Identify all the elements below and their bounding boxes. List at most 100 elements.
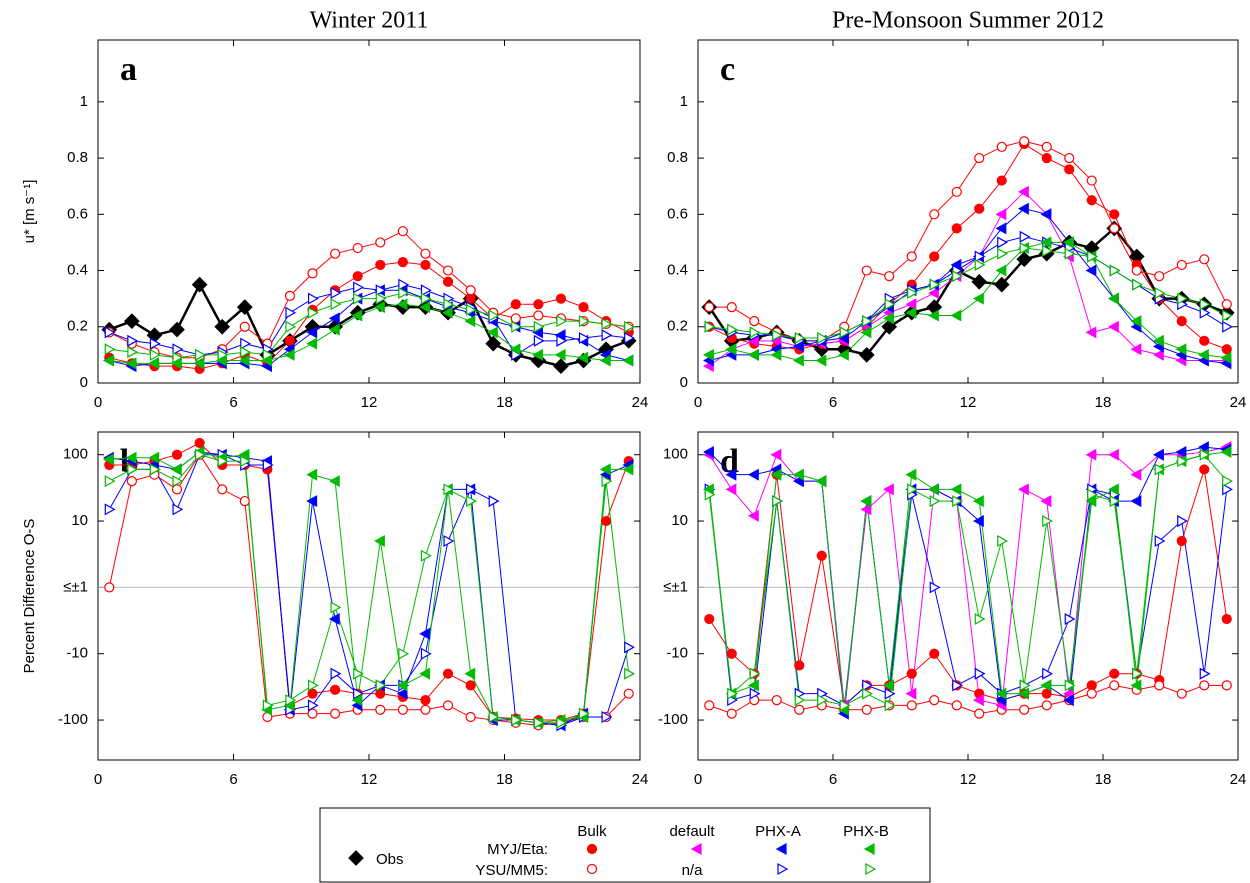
x-tick-label: 18 xyxy=(496,394,513,411)
data-point xyxy=(749,326,761,339)
data-point xyxy=(1109,680,1120,691)
data-point xyxy=(125,451,137,464)
data-point xyxy=(1016,251,1033,268)
series-line xyxy=(108,454,630,726)
data-point xyxy=(772,329,783,342)
data-point xyxy=(794,331,806,345)
data-point xyxy=(511,320,523,333)
data-point xyxy=(622,463,634,476)
data-point xyxy=(353,687,364,700)
data-point xyxy=(974,667,986,680)
data-point xyxy=(1175,445,1187,458)
data-point xyxy=(307,679,319,692)
data-point xyxy=(330,684,341,695)
series-line xyxy=(108,281,630,368)
data-point xyxy=(601,475,613,488)
data-point xyxy=(1130,495,1142,508)
data-point xyxy=(725,343,737,356)
data-point xyxy=(1154,680,1165,691)
data-point xyxy=(601,329,613,342)
data-point xyxy=(236,299,253,315)
data-point xyxy=(624,320,635,333)
x-tick-label: 24 xyxy=(1230,394,1247,411)
x-tick-label: 6 xyxy=(829,771,837,788)
data-point xyxy=(420,259,431,271)
data-point xyxy=(704,488,716,501)
panel-letter: a xyxy=(120,51,137,88)
data-point xyxy=(353,667,364,680)
data-point xyxy=(838,348,849,361)
data-point xyxy=(466,303,477,316)
y-tick-label: ≤±1 xyxy=(63,578,88,595)
data-point xyxy=(511,714,523,727)
data-point xyxy=(330,601,342,614)
x-tick-label: 18 xyxy=(1095,394,1112,411)
data-point xyxy=(375,704,386,715)
data-point xyxy=(725,468,737,481)
data-point xyxy=(556,716,568,729)
data-point xyxy=(351,694,363,707)
data-point xyxy=(419,667,431,680)
data-point xyxy=(952,679,963,692)
data-point xyxy=(997,535,1008,548)
data-point xyxy=(704,700,715,711)
series-line xyxy=(109,284,629,356)
data-point xyxy=(928,309,939,322)
data-point xyxy=(328,475,340,488)
data-point xyxy=(533,310,544,321)
data-point xyxy=(1109,264,1121,277)
data-point xyxy=(375,292,387,305)
data-point xyxy=(328,312,340,325)
data-point xyxy=(1221,613,1232,625)
data-point xyxy=(839,326,851,339)
panel-title: Pre-Monsoon Summer 2012 xyxy=(832,8,1104,34)
data-point xyxy=(861,704,872,715)
data-point xyxy=(1176,259,1187,271)
y-tick-label: -100 xyxy=(58,711,88,728)
y-tick-label: 10 xyxy=(671,512,688,529)
y-tick-label: 0.4 xyxy=(67,262,88,279)
data-point xyxy=(103,354,114,367)
data-point xyxy=(748,509,759,522)
data-point xyxy=(442,276,454,287)
data-point xyxy=(441,306,453,319)
data-point xyxy=(443,483,455,496)
y-tick-label: 0.8 xyxy=(667,149,688,166)
data-point xyxy=(884,687,896,700)
data-point xyxy=(307,699,319,712)
data-point xyxy=(464,315,476,328)
data-point xyxy=(793,468,804,481)
data-point xyxy=(860,495,872,508)
data-point xyxy=(577,351,589,364)
data-point xyxy=(306,337,318,350)
data-point xyxy=(1198,348,1209,361)
data-point xyxy=(1018,687,1029,700)
data-point xyxy=(1085,448,1097,461)
data-point xyxy=(1087,488,1098,501)
data-point xyxy=(1177,515,1188,528)
data-point xyxy=(374,535,385,548)
series-line xyxy=(708,451,1227,710)
data-point xyxy=(974,250,986,263)
data-point xyxy=(1040,236,1052,249)
data-point xyxy=(1086,195,1097,206)
data-point xyxy=(104,503,116,516)
data-point xyxy=(623,688,634,699)
data-point xyxy=(1019,704,1030,715)
data-point xyxy=(1019,679,1031,692)
data-point xyxy=(952,495,963,508)
data-point xyxy=(239,321,250,332)
data-point xyxy=(171,484,183,495)
data-point xyxy=(861,265,872,276)
data-point xyxy=(1064,247,1076,260)
data-point xyxy=(1220,445,1232,458)
data-point xyxy=(749,316,760,327)
data-point xyxy=(486,326,498,339)
data-point xyxy=(285,694,297,707)
series-line xyxy=(708,446,1227,714)
data-point xyxy=(328,613,340,626)
data-point xyxy=(420,248,431,259)
data-point xyxy=(997,247,1008,260)
data-point xyxy=(420,704,431,715)
data-point xyxy=(465,711,476,723)
